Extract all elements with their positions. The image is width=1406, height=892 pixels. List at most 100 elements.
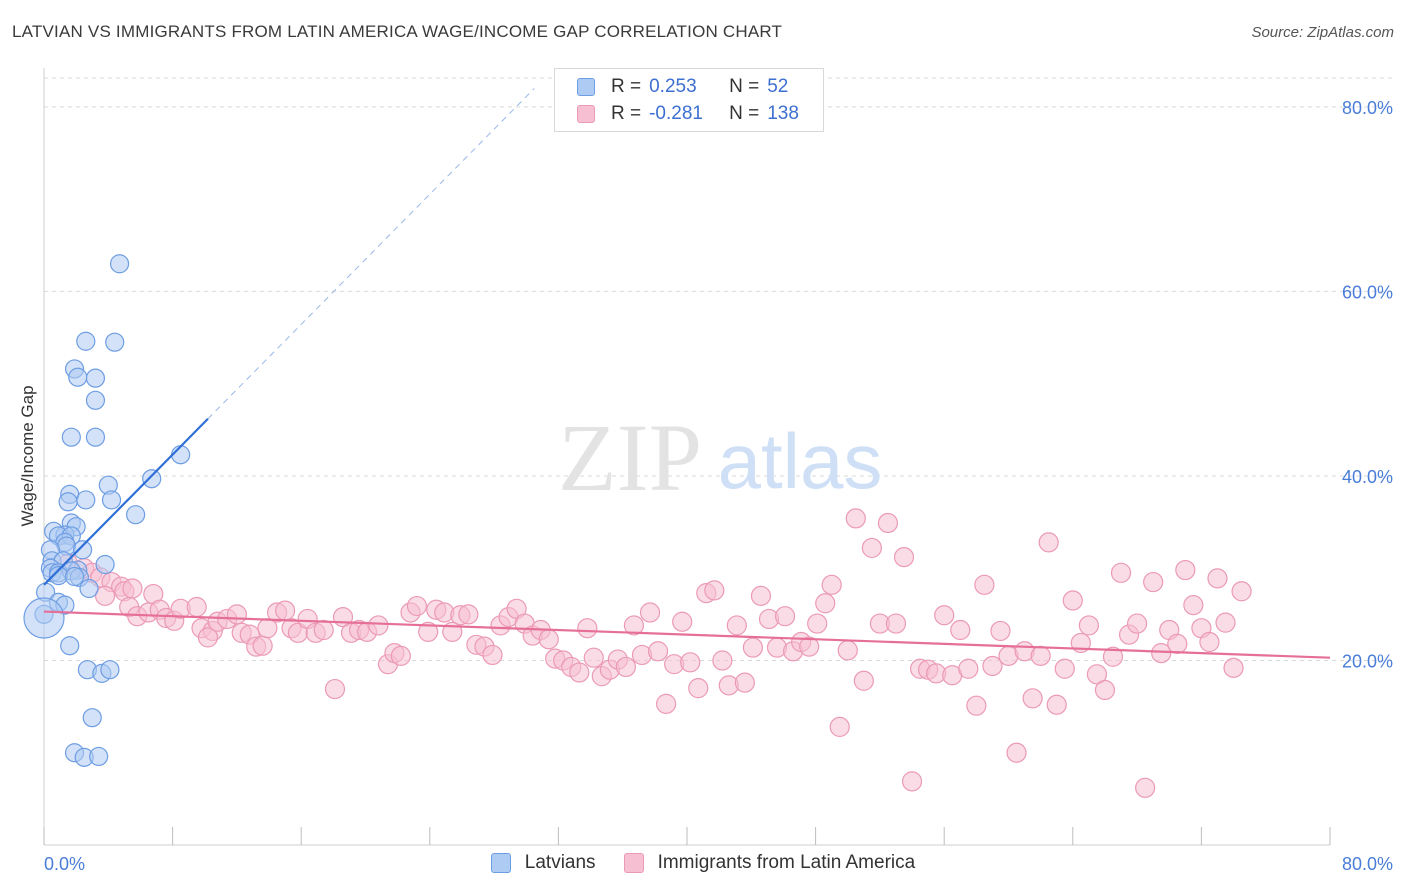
immigrants-point [1038, 532, 1059, 553]
immigrants-point [406, 595, 428, 617]
watermark-atlas: atlas [718, 417, 883, 505]
immigrants-point [1102, 646, 1124, 667]
legend-row-immigrants: R = -0.281 N = 138 [577, 103, 799, 125]
immigrants-point [1046, 694, 1067, 715]
immigrants-point [1151, 642, 1172, 664]
latvians-point [82, 708, 102, 728]
immigrants-point [1078, 615, 1099, 636]
latvians-point [171, 445, 191, 465]
latvians-point [126, 505, 146, 525]
watermark: ZIP atlas [558, 404, 882, 511]
immigrants-point [122, 578, 143, 599]
immigrants-point [990, 620, 1011, 642]
immigrants-point [569, 662, 590, 683]
stats-legend: R = 0.253 N = 52 R = -0.281 N = 138 [554, 68, 824, 132]
legend-r-label: R = [611, 103, 642, 124]
immigrants-swatch [577, 105, 595, 123]
immigrants-point [275, 600, 296, 621]
immigrants-point [742, 637, 764, 658]
immigrants-point [197, 627, 219, 648]
latvians-points [23, 254, 191, 767]
immigrants-point [1054, 658, 1075, 679]
immigrants-point [390, 645, 411, 666]
y-axis-label: Wage/Income Gap [18, 385, 37, 527]
immigrants-point [482, 644, 503, 666]
immigrants-point [688, 678, 709, 699]
immigrants-point [1110, 562, 1132, 583]
immigrants-point [893, 547, 915, 568]
latvians-legend-swatch [490, 853, 511, 873]
y-tick-label: 20.0% [1342, 651, 1393, 671]
immigrants-point [186, 596, 207, 618]
immigrants-point [861, 537, 882, 559]
tick-labels: 20.0% 40.0% 60.0% 80.0% 0.0% 80.0% [44, 98, 1393, 874]
immigrants-point [418, 621, 439, 642]
immigrants-point [750, 585, 772, 606]
legend-r-value: -0.281 [649, 103, 703, 124]
immigrants-point [974, 574, 995, 595]
immigrants-point [853, 670, 874, 691]
immigrants-point [313, 619, 334, 641]
axes [43, 68, 1331, 846]
latvians-point [76, 331, 96, 351]
immigrants-point [538, 629, 559, 650]
immigrants-point [821, 574, 842, 595]
immigrants-point [901, 771, 923, 792]
latvians-point [89, 746, 109, 767]
immigrants-point [982, 655, 1003, 677]
latvians-point [100, 660, 120, 680]
immigrants-point [774, 606, 796, 627]
latvians-point [61, 427, 81, 447]
legend-row-latvians: R = 0.253 N = 52 [577, 76, 788, 98]
latvians-point [72, 540, 93, 560]
immigrants-point [950, 619, 971, 641]
immigrants-point [845, 508, 866, 529]
immigrants-point [583, 647, 604, 668]
immigrants-point [829, 716, 850, 738]
immigrants-point [1207, 568, 1228, 589]
immigrants-point [1175, 559, 1196, 581]
immigrants-point [837, 640, 858, 661]
immigrants-point [647, 641, 669, 662]
immigrants-point [252, 635, 273, 656]
immigrants-point [324, 678, 346, 700]
immigrants-point [1022, 688, 1043, 709]
legend-n-label: N = [729, 103, 760, 124]
immigrants-point [1062, 590, 1083, 611]
watermark-zip: ZIP [558, 404, 702, 511]
immigrants-point [704, 580, 725, 601]
latvians-point [95, 554, 115, 575]
latvians-point [76, 490, 96, 510]
immigrants-point [1086, 664, 1108, 685]
latvians-point [58, 492, 78, 512]
immigrants-point [1030, 645, 1051, 666]
immigrants-point [1223, 657, 1244, 678]
immigrants-point [1006, 742, 1027, 763]
y-tick-label: 40.0% [1342, 467, 1393, 487]
legend-n-value: 52 [767, 76, 789, 97]
y-tick-label: 80.0% [1342, 98, 1393, 118]
immigrants-point [1094, 679, 1116, 701]
immigrants-point [734, 672, 755, 693]
immigrants-point [1199, 631, 1220, 653]
latvians-swatch [577, 78, 595, 96]
latvians-point [105, 332, 125, 352]
immigrants-point [368, 615, 389, 636]
immigrants-point [934, 605, 955, 626]
immigrants-point [815, 593, 836, 614]
immigrants-point [615, 656, 637, 678]
immigrants-legend-swatch [623, 853, 644, 873]
latvians-point [85, 390, 106, 410]
immigrants-point [1167, 633, 1188, 654]
legend-r-value: 0.253 [649, 76, 697, 97]
immigrants-point [672, 611, 693, 632]
latvians-point [85, 427, 106, 447]
latvians-point [85, 368, 106, 388]
legend-r-label: R = [611, 76, 642, 97]
immigrants-point [1215, 612, 1236, 633]
immigrants-point [623, 615, 645, 636]
immigrants-point [807, 613, 828, 634]
legend-n-label: N = [729, 76, 760, 97]
immigrants-point [799, 636, 820, 657]
